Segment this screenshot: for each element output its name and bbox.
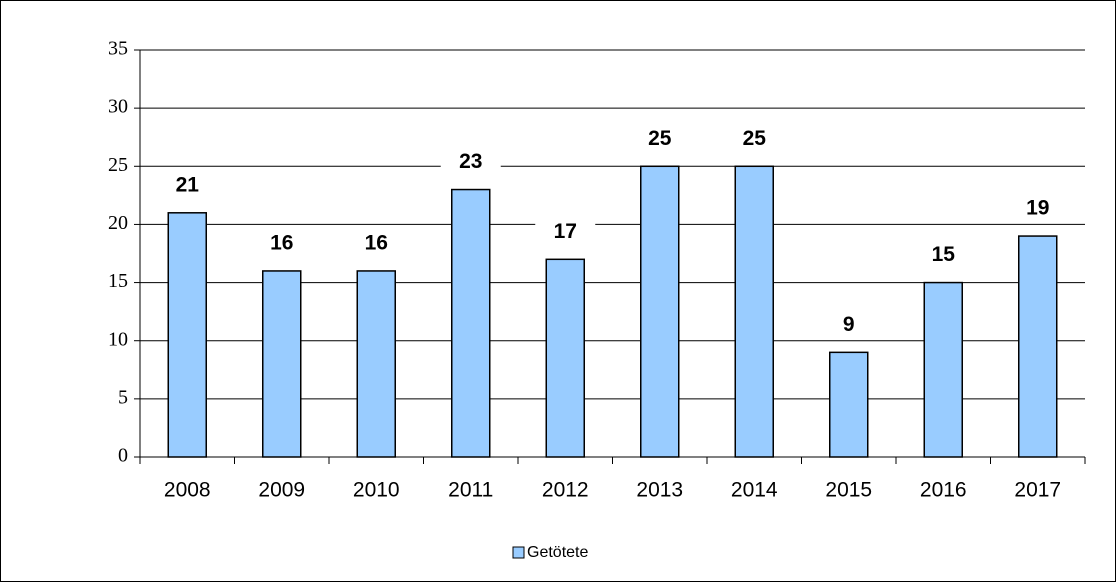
data-label-bg [535, 218, 596, 247]
x-tick-label: 2011 [448, 479, 493, 502]
data-label: 25 [743, 127, 767, 150]
data-label-bg [251, 229, 312, 258]
bar [356, 270, 396, 458]
legend-label: Getötete [527, 544, 588, 561]
x-tick-label: 2008 [164, 479, 211, 502]
y-tick-label: 0 [118, 445, 128, 467]
data-label: 16 [270, 231, 293, 254]
bar [262, 270, 302, 458]
data-label-bg [913, 241, 974, 270]
x-tick-label: 2012 [542, 479, 589, 502]
data-label-bg [818, 311, 879, 340]
bar [829, 351, 869, 458]
x-tick-label: 2009 [258, 479, 305, 502]
data-label-bg [724, 125, 785, 154]
bar [1018, 235, 1058, 458]
y-tick-label: 15 [108, 270, 128, 292]
data-label-bg [440, 148, 501, 177]
y-tick-label: 25 [108, 154, 128, 176]
x-tick-label: 2016 [920, 479, 967, 502]
bar [923, 281, 963, 458]
data-label: 21 [176, 173, 200, 196]
data-label: 17 [554, 220, 577, 243]
y-tick-label: 10 [108, 328, 128, 350]
data-label: 15 [932, 243, 956, 266]
data-label: 9 [843, 313, 855, 336]
bar [734, 165, 774, 458]
bar [545, 258, 585, 458]
x-tick-label: 2010 [353, 479, 400, 502]
data-label: 16 [365, 231, 388, 254]
y-tick-label: 20 [108, 212, 128, 234]
data-label: 19 [1026, 197, 1049, 220]
legend-swatch [512, 546, 525, 559]
y-tick-label: 35 [108, 38, 128, 60]
y-tick-label: 5 [118, 386, 128, 408]
data-label-bg [1007, 195, 1068, 224]
bar [451, 188, 491, 458]
data-label-bg [157, 171, 218, 200]
data-label: 25 [648, 127, 672, 150]
bar [167, 212, 207, 458]
bar [640, 165, 680, 458]
y-tick-label: 30 [108, 96, 128, 118]
data-label-bg [629, 125, 690, 154]
data-label: 23 [459, 150, 482, 173]
x-tick-label: 2015 [825, 479, 872, 502]
x-tick-label: 2017 [1014, 479, 1061, 502]
data-label-bg [346, 229, 407, 258]
x-tick-label: 2014 [731, 479, 778, 502]
x-tick-label: 2013 [636, 479, 683, 502]
